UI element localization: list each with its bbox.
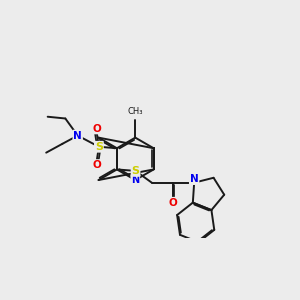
Text: N: N (190, 174, 199, 184)
Text: N: N (73, 130, 82, 141)
Text: O: O (92, 124, 101, 134)
Text: S: S (132, 166, 140, 176)
Text: CH₃: CH₃ (128, 107, 143, 116)
Text: O: O (92, 160, 101, 170)
Text: S: S (95, 142, 103, 152)
Text: O: O (169, 198, 177, 208)
Text: N: N (131, 175, 139, 185)
